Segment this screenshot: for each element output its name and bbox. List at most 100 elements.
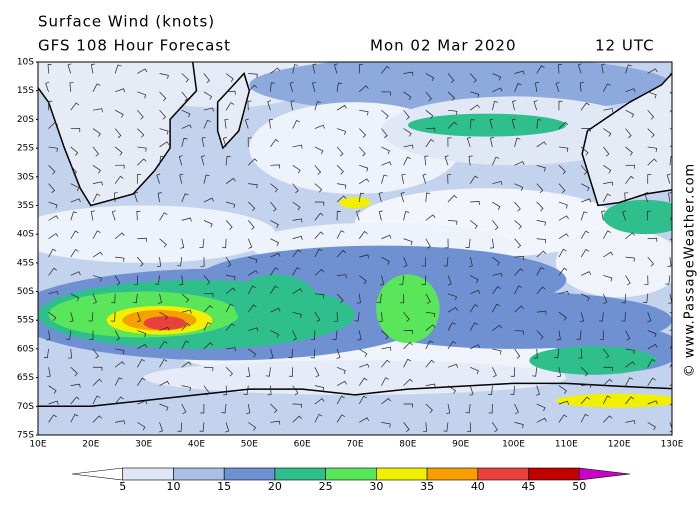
wind-barb bbox=[133, 275, 138, 285]
wind-barb bbox=[314, 248, 323, 258]
wind-barb bbox=[536, 65, 545, 74]
latitude-label: 20S bbox=[17, 115, 34, 125]
wind-barb bbox=[625, 146, 633, 156]
wind-barb bbox=[558, 400, 569, 405]
wind-barb bbox=[270, 403, 278, 414]
wind-barb bbox=[466, 136, 471, 148]
wind-barb bbox=[203, 91, 213, 100]
wind-barb bbox=[403, 329, 414, 334]
wind-barb bbox=[469, 73, 477, 83]
wind-barb bbox=[314, 268, 325, 276]
wind-barb bbox=[403, 128, 412, 137]
wind-barb bbox=[181, 340, 190, 350]
wind-barb bbox=[48, 165, 56, 175]
wind-barb bbox=[137, 68, 148, 74]
wind-barb bbox=[536, 250, 547, 258]
wind-barb bbox=[625, 128, 632, 139]
wind-barb bbox=[179, 275, 184, 286]
wind-barb bbox=[557, 367, 562, 378]
wind-barb bbox=[137, 146, 147, 152]
wind-barb bbox=[292, 267, 301, 276]
wind-barb bbox=[359, 109, 369, 116]
wind-barb bbox=[359, 417, 370, 423]
wind-barb bbox=[114, 232, 125, 240]
wind-barb bbox=[247, 137, 252, 147]
wind-barb bbox=[336, 380, 347, 386]
wind-barb bbox=[181, 91, 188, 102]
wind-barb bbox=[292, 403, 303, 408]
wind-barb bbox=[248, 270, 259, 276]
map-subtitle: GFS 108 Hour Forecast bbox=[38, 37, 231, 55]
wind-speed-area bbox=[38, 205, 276, 263]
wind-barb bbox=[469, 304, 479, 313]
wind-barb bbox=[226, 90, 236, 95]
wind-barb bbox=[159, 326, 170, 331]
wind-barb bbox=[292, 164, 301, 174]
wind-barb bbox=[48, 146, 58, 152]
wind-barb bbox=[270, 330, 280, 338]
wind-barb bbox=[292, 218, 303, 223]
wind-barb bbox=[314, 146, 324, 155]
wind-barb bbox=[536, 201, 544, 212]
wind-barb bbox=[380, 275, 385, 286]
wind-barb bbox=[270, 307, 281, 313]
wind-barb bbox=[376, 293, 382, 304]
wind-barb bbox=[45, 81, 50, 92]
wind-barb bbox=[447, 121, 458, 129]
wind-barb bbox=[403, 422, 410, 432]
madagascar bbox=[216, 72, 251, 150]
wind-barb bbox=[226, 347, 236, 352]
wind-barb bbox=[332, 330, 338, 340]
wind-barb bbox=[270, 183, 278, 193]
forecast-time: 12 UTC bbox=[595, 37, 655, 55]
wind-barb bbox=[514, 403, 519, 415]
wind-barb bbox=[470, 200, 480, 205]
wind-barb bbox=[159, 380, 170, 386]
wind-barb bbox=[492, 87, 503, 93]
wind-barb bbox=[178, 155, 183, 166]
wind-barb bbox=[358, 128, 367, 138]
wind-barb bbox=[492, 422, 498, 433]
wind-barb bbox=[114, 175, 124, 184]
wind-barb bbox=[625, 175, 634, 184]
australia bbox=[581, 71, 672, 207]
wind-barb bbox=[625, 275, 631, 286]
wind-barb bbox=[492, 201, 501, 211]
wind-barb bbox=[580, 396, 590, 405]
wind-barb bbox=[226, 275, 236, 281]
wind-barb bbox=[92, 165, 101, 174]
wind-barb bbox=[536, 220, 546, 226]
wind-barb bbox=[90, 210, 95, 221]
wind-barb bbox=[115, 348, 125, 355]
wind-barb bbox=[443, 257, 449, 267]
wind-barb bbox=[270, 267, 279, 276]
wind-barb bbox=[624, 192, 629, 203]
wind-barb bbox=[337, 274, 347, 279]
wind-barb bbox=[137, 237, 147, 242]
wind-barb bbox=[578, 348, 583, 359]
wind-barb bbox=[137, 343, 148, 350]
wind-barb bbox=[647, 400, 658, 405]
wind-barb bbox=[159, 403, 169, 411]
wind-speed-area bbox=[143, 316, 186, 330]
wind-barb bbox=[403, 378, 413, 386]
wind-barb bbox=[470, 275, 479, 284]
wind-speed-area bbox=[555, 228, 672, 298]
wind-barb bbox=[181, 124, 192, 129]
wind-barb bbox=[159, 141, 170, 148]
wind-barb bbox=[425, 109, 434, 119]
wind-barb bbox=[603, 181, 614, 186]
wind-barb bbox=[469, 322, 479, 331]
wind-barb bbox=[48, 121, 58, 129]
wind-barb bbox=[469, 385, 474, 396]
wind-barb bbox=[447, 385, 457, 394]
wind-barb bbox=[558, 290, 569, 295]
wind-barb bbox=[247, 285, 256, 295]
wind-barb bbox=[399, 275, 404, 285]
wind-speed-area bbox=[339, 196, 371, 209]
wind-barb bbox=[336, 293, 344, 304]
wind-barb bbox=[511, 118, 516, 129]
wind-barb bbox=[492, 73, 502, 81]
wind-barb bbox=[647, 146, 657, 152]
wind-barb bbox=[336, 395, 345, 405]
